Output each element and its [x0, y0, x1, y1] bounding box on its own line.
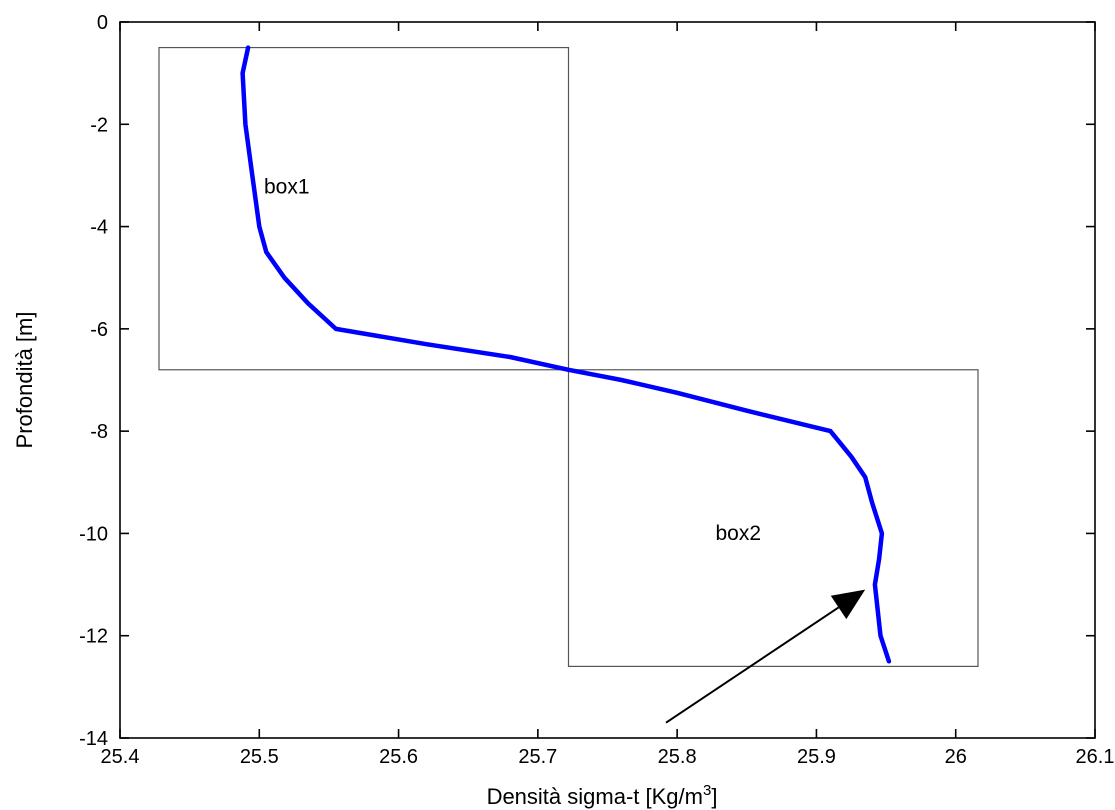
- x-axis-label: Densità sigma-t [Kg/m3]: [487, 782, 718, 809]
- y-axis-label: Profondità [m]: [12, 312, 37, 449]
- y-tick-label: -14: [79, 728, 108, 750]
- y-tick-label: -8: [90, 421, 108, 443]
- x-tick-label: 25.7: [518, 746, 557, 768]
- y-tick-label: -12: [79, 626, 108, 648]
- x-tick-label: 25.4: [101, 746, 140, 768]
- box-2-rect: [567, 369, 979, 667]
- axes-frame: [119, 21, 1096, 739]
- y-tick-label: -10: [79, 523, 108, 545]
- x-tick-label: 26.1: [1076, 746, 1115, 768]
- boxes-layer: box1 box2: [158, 46, 979, 667]
- series-layer: [240, 45, 892, 664]
- tick-marks: [119, 21, 1096, 739]
- arrow-head: [830, 589, 866, 620]
- y-tick-label: -2: [90, 114, 108, 136]
- x-tick-label: 25.6: [379, 746, 418, 768]
- y-tick-label: -6: [90, 319, 108, 341]
- arrow-shaft: [665, 606, 840, 724]
- x-tick-label: 25.5: [240, 746, 279, 768]
- plot-frame: [119, 21, 1096, 739]
- box-2-label: box2: [715, 522, 761, 545]
- box-1-rect: [158, 46, 570, 371]
- y-tick-label: -4: [90, 217, 108, 239]
- box-1-label: box1: [264, 176, 310, 199]
- x-tick-label: 25.8: [658, 746, 697, 768]
- series-line-1: [240, 45, 892, 664]
- x-tick-label: 26: [945, 746, 967, 768]
- arrow-layer: [665, 589, 866, 724]
- y-tick-labels: 0 -2 -4 -6 -8 -10 -12 -14: [79, 12, 108, 750]
- y-tick-label: 0: [97, 12, 108, 34]
- x-tick-labels: 25.4 25.5 25.6 25.7 25.8 25.9 26 26.1: [101, 746, 1115, 768]
- x-tick-label: 25.9: [797, 746, 836, 768]
